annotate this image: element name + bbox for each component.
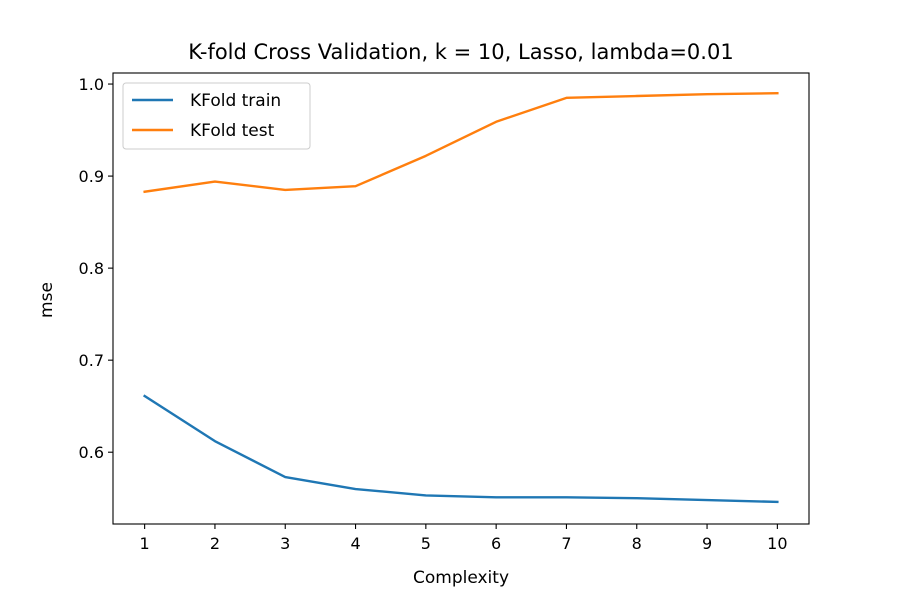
legend: KFold train KFold test (122, 82, 311, 150)
plot-area: 1 2 3 4 5 6 7 8 9 10 0.6 0.7 0.8 0.9 1.0 (79, 72, 810, 553)
x-tick-label: 7 (561, 534, 571, 553)
series-line-1 (143, 92, 779, 194)
x-tick-label: 8 (632, 534, 642, 553)
legend-label-0: KFold train (190, 91, 281, 111)
series-line-0 (142, 394, 779, 504)
y-tick-label: 0.7 (79, 351, 104, 370)
x-tick-label: 2 (210, 534, 220, 553)
x-tick-label: 3 (280, 534, 290, 553)
x-axis-label: Complexity (413, 568, 509, 588)
y-tick-label: 0.8 (79, 259, 104, 278)
y-tick-label: 1.0 (79, 75, 104, 94)
x-tick-label: 1 (140, 534, 150, 553)
chart-title: K-fold Cross Validation, k = 10, Lasso, … (188, 40, 733, 64)
x-tick-label: 4 (350, 534, 360, 553)
y-tick-label: 0.6 (79, 443, 104, 462)
x-tick-label: 5 (421, 534, 431, 553)
axes-frame (112, 72, 810, 525)
x-tick-label: 9 (702, 534, 712, 553)
y-tick-label: 0.9 (79, 167, 104, 186)
x-tick-label: 6 (491, 534, 501, 553)
legend-label-1: KFold test (190, 121, 275, 141)
y-axis-label: mse (37, 282, 57, 318)
x-tick-label: 10 (767, 534, 787, 553)
